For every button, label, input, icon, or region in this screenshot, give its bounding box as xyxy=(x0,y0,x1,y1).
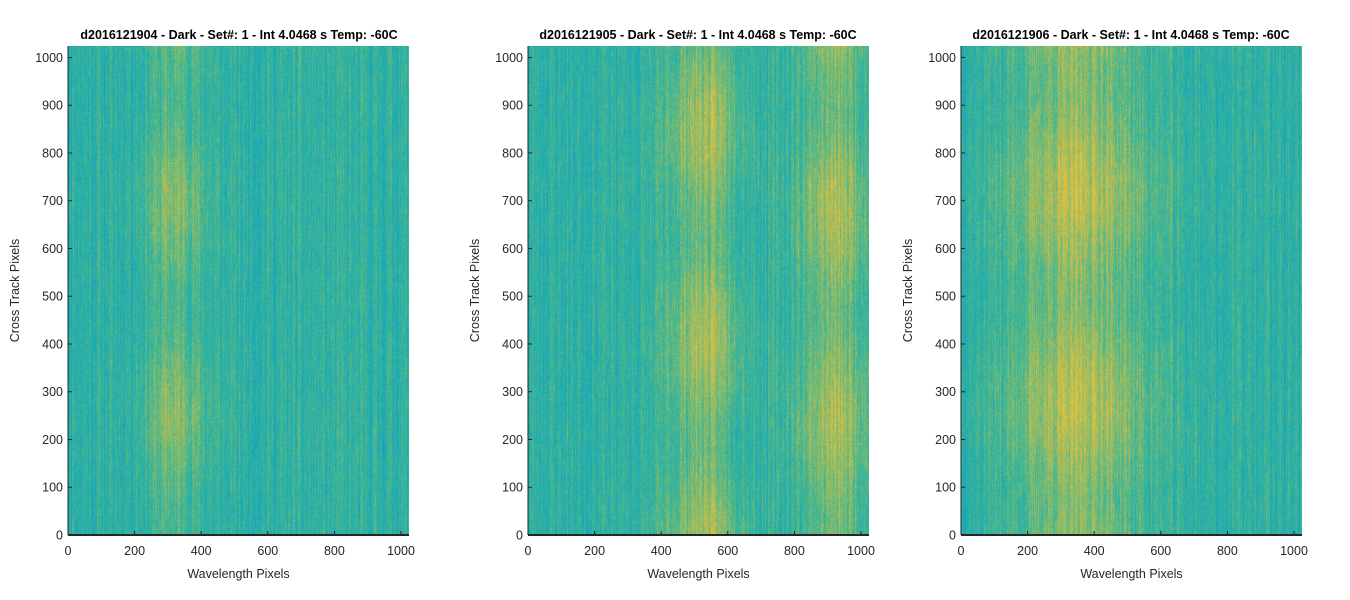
y-tick-label: 600 xyxy=(42,242,63,256)
y-tick-label: 700 xyxy=(502,194,523,208)
x-tick-label: 400 xyxy=(191,544,212,558)
x-tick-label: 800 xyxy=(784,544,805,558)
y-tick-label: 900 xyxy=(935,99,956,113)
y-tick-label: 700 xyxy=(42,194,63,208)
chart-panel-3: d2016121906 - Dark - Set#: 1 - Int 4.046… xyxy=(901,28,1308,581)
y-tick-label: 800 xyxy=(502,146,523,160)
x-tick-label: 1000 xyxy=(387,544,415,558)
y-tick-label: 400 xyxy=(42,337,63,351)
y-tick-label: 600 xyxy=(502,242,523,256)
y-axis-label: Cross Track Pixels xyxy=(901,239,915,343)
x-axis-label: Wavelength Pixels xyxy=(187,567,289,581)
x-tick-label: 0 xyxy=(525,544,532,558)
chart-title: d2016121905 - Dark - Set#: 1 - Int 4.046… xyxy=(539,28,856,42)
y-tick-label: 300 xyxy=(42,385,63,399)
y-tick-label: 700 xyxy=(935,194,956,208)
x-tick-label: 600 xyxy=(1150,544,1171,558)
y-tick-label: 600 xyxy=(935,242,956,256)
y-tick-label: 500 xyxy=(502,290,523,304)
y-tick-label: 500 xyxy=(42,290,63,304)
y-tick-label: 0 xyxy=(56,529,63,543)
x-tick-label: 200 xyxy=(584,544,605,558)
x-axis-label: Wavelength Pixels xyxy=(647,567,749,581)
x-tick-label: 400 xyxy=(651,544,672,558)
x-tick-label: 200 xyxy=(124,544,145,558)
y-tick-label: 200 xyxy=(42,433,63,447)
y-tick-label: 300 xyxy=(502,385,523,399)
heatmap-image xyxy=(68,46,409,535)
x-tick-label: 0 xyxy=(65,544,72,558)
x-tick-label: 0 xyxy=(958,544,965,558)
chart-panel-2: d2016121905 - Dark - Set#: 1 - Int 4.046… xyxy=(468,28,875,581)
y-tick-label: 800 xyxy=(42,146,63,160)
x-axis-label: Wavelength Pixels xyxy=(1080,567,1182,581)
x-tick-label: 800 xyxy=(324,544,345,558)
y-tick-label: 0 xyxy=(516,529,523,543)
y-tick-label: 400 xyxy=(935,337,956,351)
y-tick-label: 100 xyxy=(42,481,63,495)
x-tick-label: 800 xyxy=(1217,544,1238,558)
y-tick-label: 200 xyxy=(935,433,956,447)
heatmap-image xyxy=(961,46,1302,535)
y-tick-label: 0 xyxy=(949,529,956,543)
y-tick-label: 900 xyxy=(42,99,63,113)
y-tick-label: 500 xyxy=(935,290,956,304)
y-tick-label: 1000 xyxy=(35,51,63,65)
y-tick-label: 300 xyxy=(935,385,956,399)
x-tick-label: 1000 xyxy=(1280,544,1308,558)
y-tick-label: 200 xyxy=(502,433,523,447)
x-tick-label: 1000 xyxy=(847,544,875,558)
y-axis-label: Cross Track Pixels xyxy=(468,239,482,343)
x-tick-label: 600 xyxy=(717,544,738,558)
y-tick-label: 800 xyxy=(935,146,956,160)
x-tick-label: 200 xyxy=(1017,544,1038,558)
heatmap-image xyxy=(528,46,869,535)
y-tick-label: 1000 xyxy=(928,51,956,65)
y-tick-label: 1000 xyxy=(495,51,523,65)
y-tick-label: 400 xyxy=(502,337,523,351)
y-tick-label: 900 xyxy=(502,99,523,113)
y-tick-label: 100 xyxy=(502,481,523,495)
chart-title: d2016121906 - Dark - Set#: 1 - Int 4.046… xyxy=(972,28,1289,42)
x-tick-label: 600 xyxy=(257,544,278,558)
y-axis-label: Cross Track Pixels xyxy=(8,239,22,343)
y-tick-label: 100 xyxy=(935,481,956,495)
chart-title: d2016121904 - Dark - Set#: 1 - Int 4.046… xyxy=(80,28,397,42)
x-tick-label: 400 xyxy=(1084,544,1105,558)
chart-panel-1: d2016121904 - Dark - Set#: 1 - Int 4.046… xyxy=(8,28,415,581)
